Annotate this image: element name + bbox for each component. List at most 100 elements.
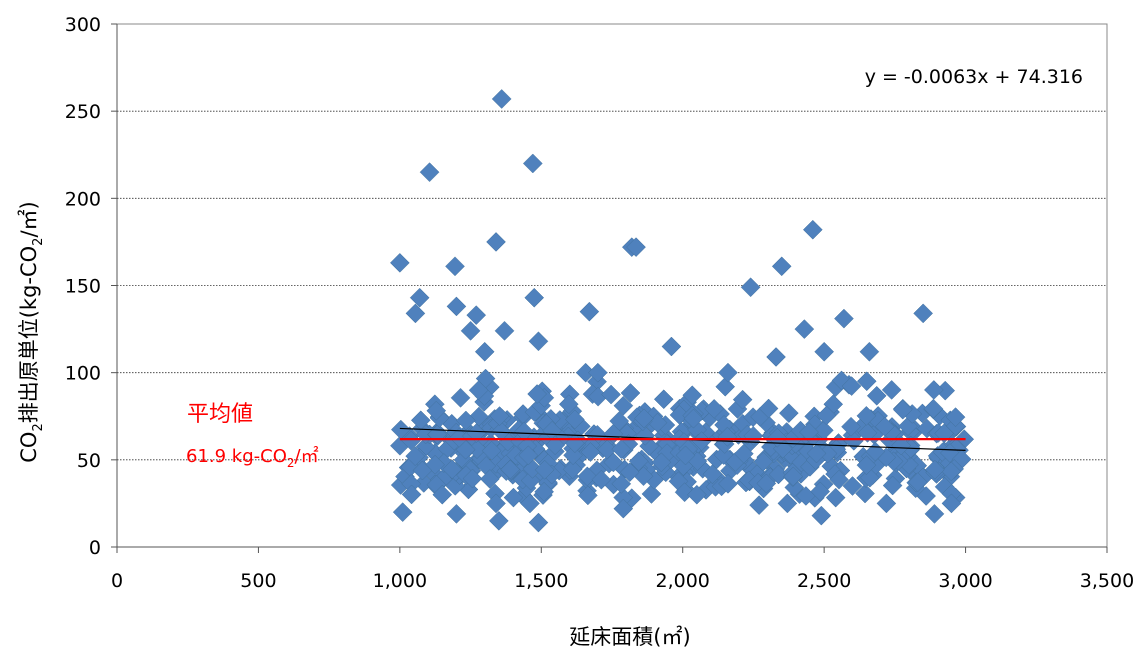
data-point bbox=[635, 425, 656, 446]
data-point bbox=[749, 495, 769, 516]
data-point bbox=[405, 446, 426, 467]
data-point bbox=[834, 308, 854, 329]
data-point bbox=[777, 493, 798, 514]
data-point bbox=[480, 469, 500, 489]
data-point bbox=[771, 256, 792, 277]
average-unit-post: /㎡ bbox=[295, 445, 319, 467]
data-point bbox=[558, 394, 579, 415]
data-point bbox=[588, 362, 608, 383]
data-point bbox=[841, 376, 862, 396]
average-unit-pre: kg-CO bbox=[226, 446, 287, 467]
data-point bbox=[683, 408, 704, 429]
y-tick-label: 50 bbox=[77, 450, 101, 472]
data-point bbox=[806, 443, 827, 464]
data-point bbox=[941, 461, 962, 482]
data-point bbox=[534, 459, 555, 480]
data-point bbox=[753, 451, 774, 472]
data-point bbox=[811, 505, 832, 526]
data-point bbox=[913, 303, 933, 324]
data-point bbox=[597, 439, 618, 460]
x-axis-title: 延床面積(㎡) bbox=[569, 625, 690, 649]
data-point bbox=[718, 362, 738, 383]
data-point bbox=[522, 153, 543, 174]
data-point bbox=[545, 435, 566, 456]
average-unit-sub: 2 bbox=[287, 456, 295, 470]
data-point bbox=[766, 347, 786, 367]
y-tick-label: 200 bbox=[65, 188, 101, 210]
data-point bbox=[619, 462, 640, 483]
data-points bbox=[390, 89, 975, 533]
data-point bbox=[491, 89, 512, 109]
x-tick-label: 1,500 bbox=[514, 570, 568, 592]
data-point bbox=[941, 493, 962, 514]
data-point bbox=[626, 237, 646, 258]
data-point bbox=[702, 464, 723, 485]
data-point bbox=[466, 423, 487, 443]
data-point bbox=[503, 487, 524, 508]
data-point bbox=[859, 341, 880, 362]
data-point bbox=[718, 473, 738, 494]
data-point bbox=[866, 385, 887, 406]
y-tick-label: 250 bbox=[65, 101, 101, 123]
data-point bbox=[432, 484, 453, 505]
data-point bbox=[534, 481, 554, 502]
data-point bbox=[924, 504, 945, 524]
data-point bbox=[758, 398, 779, 419]
x-tick-label: 1,000 bbox=[373, 570, 427, 592]
data-point bbox=[704, 398, 724, 419]
data-point bbox=[563, 445, 583, 466]
data-point bbox=[783, 466, 804, 487]
data-point bbox=[518, 445, 539, 466]
data-point bbox=[653, 389, 674, 410]
data-point bbox=[562, 459, 583, 480]
average-value-label: 61.9 kg-CO2/㎡ bbox=[186, 445, 319, 470]
data-point bbox=[743, 426, 764, 446]
data-point bbox=[578, 485, 598, 506]
data-point bbox=[829, 469, 849, 490]
y-tick-label: 150 bbox=[65, 276, 101, 298]
data-point bbox=[460, 320, 481, 341]
data-point bbox=[691, 431, 712, 451]
data-point bbox=[413, 473, 434, 493]
y-axis-title-mid: 排出原単位(kg-CO bbox=[17, 246, 41, 423]
data-point bbox=[856, 371, 877, 392]
data-point bbox=[675, 445, 696, 466]
data-point bbox=[682, 385, 703, 406]
data-point bbox=[611, 439, 632, 460]
data-point bbox=[855, 483, 875, 504]
y-axis-title-sub2: 2 bbox=[31, 238, 46, 246]
data-point bbox=[856, 455, 877, 475]
average-value: 61.9 bbox=[186, 446, 226, 467]
data-point bbox=[468, 380, 489, 401]
data-point bbox=[740, 277, 761, 298]
data-point bbox=[489, 406, 510, 426]
data-point bbox=[426, 400, 447, 421]
data-point bbox=[486, 493, 506, 514]
data-point bbox=[462, 468, 483, 489]
data-point bbox=[857, 422, 878, 443]
data-point bbox=[419, 162, 440, 183]
data-point bbox=[489, 510, 509, 531]
data-point bbox=[802, 219, 823, 240]
data-point bbox=[579, 301, 600, 322]
data-point bbox=[486, 232, 506, 252]
data-point bbox=[892, 399, 913, 420]
x-tick-label: 0 bbox=[111, 570, 123, 592]
data-point bbox=[390, 252, 410, 273]
data-point bbox=[466, 305, 487, 325]
data-point bbox=[401, 484, 422, 505]
data-point bbox=[924, 459, 945, 480]
data-point bbox=[520, 493, 540, 514]
data-point bbox=[814, 341, 834, 362]
data-point bbox=[401, 430, 421, 451]
axes bbox=[111, 23, 1108, 553]
data-point bbox=[651, 452, 672, 473]
data-point bbox=[500, 459, 521, 480]
data-point bbox=[450, 387, 471, 408]
data-point bbox=[591, 469, 612, 490]
data-point bbox=[613, 498, 634, 519]
data-point bbox=[392, 502, 413, 522]
data-point bbox=[527, 384, 547, 404]
data-point bbox=[891, 435, 912, 456]
